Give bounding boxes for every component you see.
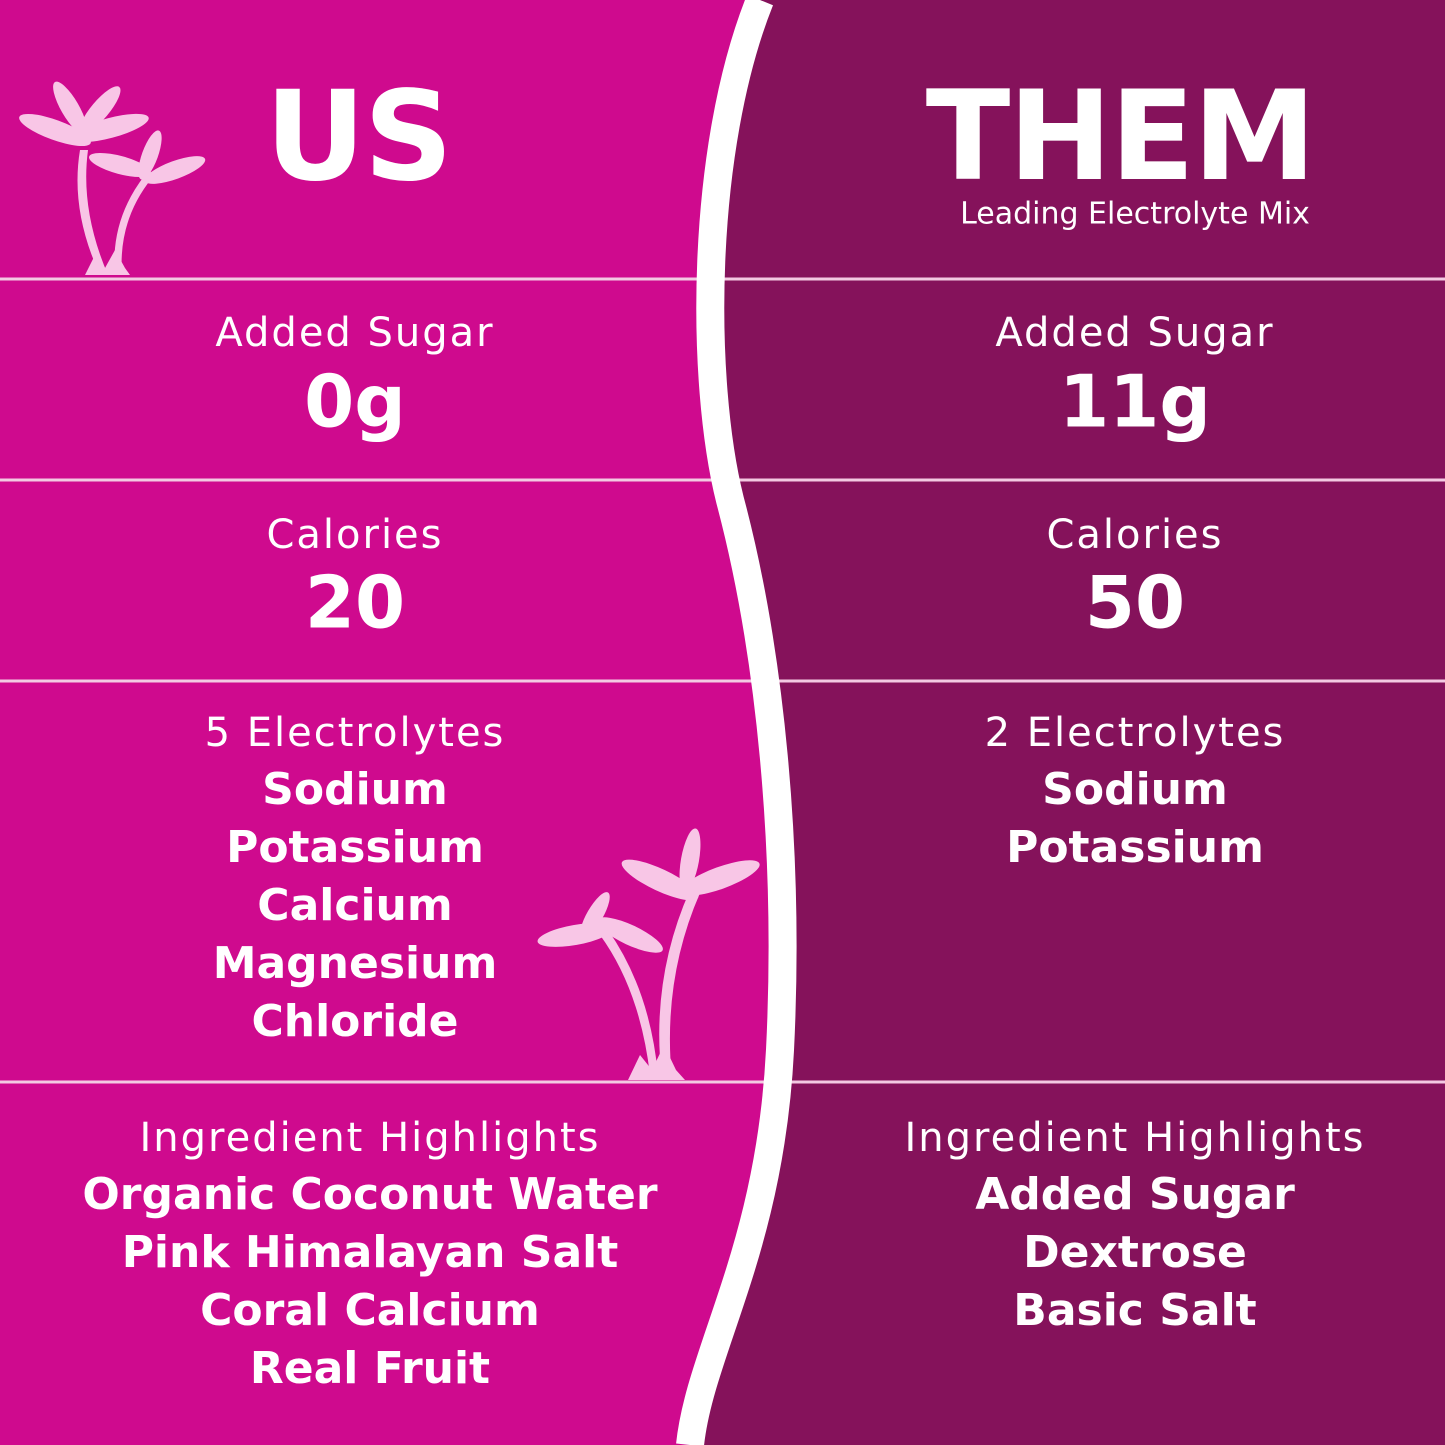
fronds [537,828,760,1080]
section-item: 11g [1059,360,1211,444]
section-item: Coral Calcium [200,1285,540,1336]
trunk [659,890,700,1080]
section-label: Calories [1046,512,1223,558]
section-item: Real Fruit [250,1343,490,1394]
them-background [690,0,1445,1445]
them-subtitle: Leading Electrolyte Mix [960,197,1310,232]
section-label: Calories [266,512,443,558]
trunk [77,150,108,275]
section-item: Basic Salt [1013,1285,1256,1336]
section-item: Sodium [262,764,448,815]
section-label: Added Sugar [995,310,1274,356]
section-item: Sodium [1042,764,1228,815]
section-item: Dextrose [1023,1227,1247,1278]
section-item: Potassium [226,822,484,873]
section-item: Organic Coconut Water [82,1169,657,1220]
section-item: Calcium [257,880,452,931]
palm-trees-top [19,81,206,275]
section-item: Magnesium [213,938,498,989]
section-item: 50 [1085,561,1185,645]
section-label: Ingredient Highlights [904,1115,1365,1161]
fronds [19,81,206,275]
us-title: US [265,65,451,209]
section-item: Potassium [1006,822,1264,873]
section-label: Added Sugar [215,310,494,356]
trunk [600,930,658,1075]
section-item: 20 [305,561,405,645]
section-label: 5 Electrolytes [205,710,506,756]
section-item: Added Sugar [975,1169,1295,1220]
wave-divider [676,0,797,1445]
section-item: 0g [304,360,406,444]
section-label: Ingredient Highlights [139,1115,600,1161]
section-label: 2 Electrolytes [985,710,1286,756]
them-title: THEM [926,65,1314,209]
section-item: Pink Himalayan Salt [122,1227,619,1278]
palm-trees-bottom [537,828,760,1080]
section-item: Chloride [251,996,458,1047]
